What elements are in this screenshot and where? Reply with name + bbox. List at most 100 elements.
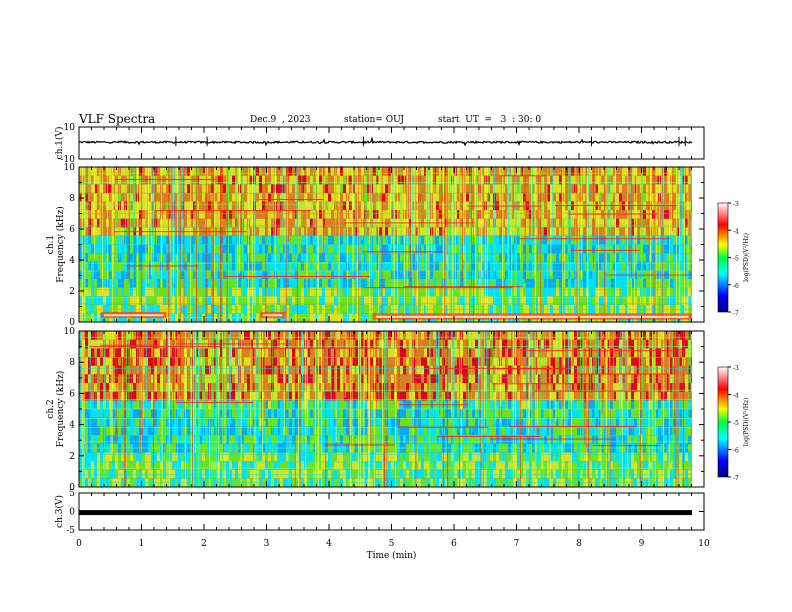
spectrogram-cell [205, 357, 208, 366]
spectrogram-cell [175, 253, 178, 262]
spectrogram-cell [118, 261, 121, 271]
spectrogram-cell [592, 296, 595, 305]
spectrogram-cell [322, 244, 325, 254]
spectrogram-cell [178, 253, 181, 262]
spectrogram-cell [460, 261, 463, 271]
spectrogram-cell [277, 235, 280, 245]
spectrogram-cell [460, 270, 463, 279]
spectrogram-cell [304, 227, 307, 236]
spectrogram-cell [424, 167, 427, 176]
spectrogram-cell [157, 461, 160, 470]
spectrogram-cell [85, 426, 88, 435]
spectrogram-cell [118, 461, 121, 470]
spectrogram-cell [124, 296, 127, 305]
spectrogram-cell [163, 192, 166, 202]
spectrogram-cell [367, 227, 370, 236]
spectrogram-cell [160, 287, 163, 297]
spectrogram-cell [463, 201, 466, 211]
spectrogram-cell [118, 409, 121, 418]
spectrogram-cell [307, 227, 310, 236]
spectrogram-cell [499, 184, 502, 193]
spectrogram-cell [439, 192, 442, 202]
spectrogram-cell [367, 192, 370, 202]
spectrogram-cell [262, 175, 265, 185]
spectrogram-cell [637, 218, 640, 228]
spectrogram-cell [598, 227, 601, 236]
spectrogram-cell [667, 253, 670, 262]
spectrogram-cell [391, 235, 394, 245]
spectrogram-cell [601, 287, 604, 297]
spectrogram-cell [631, 287, 634, 297]
spectrogram-cell [628, 244, 631, 254]
spectrogram-cell [499, 304, 502, 314]
spectrogram-cell [85, 383, 88, 392]
spectrogram-cell [685, 235, 688, 245]
spectrogram-cell [382, 210, 385, 219]
spectrogram-cell [199, 391, 202, 401]
spectrogram-cell [343, 261, 346, 271]
spectrogram-cell [604, 175, 607, 185]
spectrogram-cell [106, 400, 109, 409]
spectrogram-cell [610, 287, 613, 297]
spectrogram-cell [94, 417, 97, 427]
spectrogram-cell [376, 235, 379, 245]
spectrogram-cell [466, 270, 469, 279]
spectrogram-cell [589, 287, 592, 297]
spectrogram-cell [181, 383, 184, 392]
spectrogram-cell [646, 192, 649, 202]
spectrogram-cell [544, 270, 547, 279]
spectrogram-cell [133, 461, 136, 470]
spectrogram-cell [130, 435, 133, 444]
spectrogram-cell [103, 296, 106, 305]
spectrogram-cell [505, 175, 508, 185]
spectrogram-cell [79, 296, 82, 305]
spectrogram-cell [199, 210, 202, 219]
spectrogram-cell [382, 253, 385, 262]
spectrogram-cell [358, 167, 361, 176]
spectrogram-cell [187, 400, 190, 409]
spectrogram-cell [94, 261, 97, 271]
spectrogram-cell [355, 192, 358, 202]
spectrogram-cell [571, 167, 574, 176]
spectrogram-cell [529, 192, 532, 202]
spectrogram-cell [568, 218, 571, 228]
spectrogram-cell [112, 287, 115, 297]
spectrogram-cell [178, 270, 181, 279]
spectrogram-cell [307, 304, 310, 314]
spectrogram-cell [529, 167, 532, 176]
spectrogram-cell [352, 253, 355, 262]
spectrogram-cell [157, 391, 160, 401]
spectrogram-cell [235, 452, 238, 461]
spectrogram-cell [292, 192, 295, 202]
spectrogram-cell [556, 287, 559, 297]
spectrogram-cell [625, 261, 628, 271]
spectrogram-cell [670, 296, 673, 305]
spectrogram-cell [496, 304, 499, 314]
spectrogram-cell [94, 331, 97, 340]
spectrogram-cell [355, 184, 358, 193]
spectrogram-cell [514, 296, 517, 305]
spectrogram-cell [520, 210, 523, 219]
spectrogram-cell [424, 235, 427, 245]
spectrogram-cell [547, 184, 550, 193]
spectrogram-cell [196, 365, 199, 375]
spectrogram-cell [208, 270, 211, 279]
spectrogram-cell [667, 261, 670, 271]
spectrogram-cell [220, 287, 223, 297]
spectrogram-cell [169, 253, 172, 262]
spectrogram-cell [88, 461, 91, 470]
spectrogram-cell [133, 383, 136, 392]
spectrogram-cell [148, 357, 151, 366]
spectrogram-cell [457, 184, 460, 193]
spectrogram-cell [136, 383, 139, 392]
spectrogram-cell [187, 201, 190, 211]
spectrogram-cell [304, 175, 307, 185]
spectrogram-cell [127, 469, 130, 479]
spectrogram-cell [133, 235, 136, 245]
spectrogram-cell [463, 296, 466, 305]
spectrogram-cell [196, 348, 199, 357]
spectrogram-cell [349, 296, 352, 305]
spectrogram-cell [175, 304, 178, 314]
spectrogram-cell [457, 192, 460, 202]
spectrogram-cell [157, 339, 160, 349]
